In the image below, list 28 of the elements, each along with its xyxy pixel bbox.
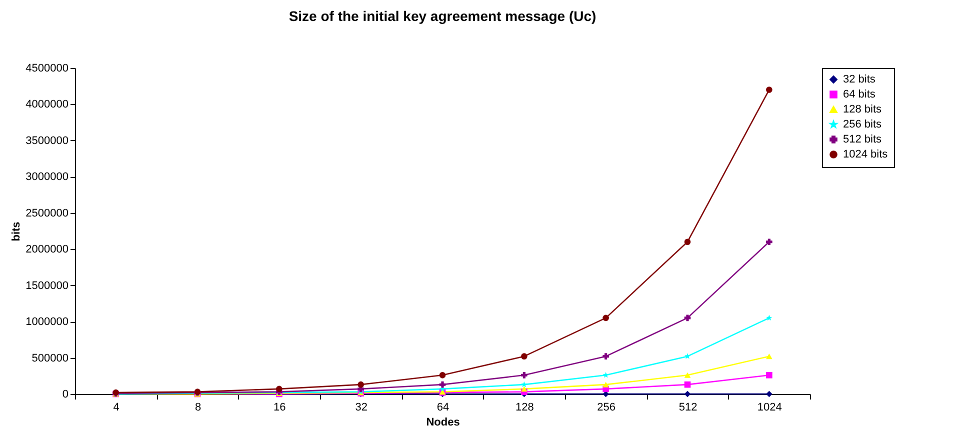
x-tick-label: 8 bbox=[194, 402, 202, 414]
legend-label: 256 bits bbox=[843, 118, 882, 130]
x-tick-label: 1024 bbox=[757, 402, 782, 414]
x-axis-title: Nodes bbox=[426, 416, 460, 428]
legend-label: 512 bits bbox=[843, 134, 882, 146]
y-tick-label: 3500000 bbox=[26, 134, 68, 147]
y-axis-title: bits bbox=[10, 222, 23, 242]
y-tick-label: 0 bbox=[62, 388, 68, 400]
x-tick-label: 512 bbox=[678, 402, 698, 414]
legend-label: 64 bits bbox=[843, 88, 876, 100]
legend-label: 32 bits bbox=[843, 74, 876, 86]
y-tick-label: 3000000 bbox=[26, 171, 68, 184]
y-tick-label: 4000000 bbox=[26, 98, 68, 111]
y-tick-label: 4500000 bbox=[26, 62, 68, 74]
y-tick-label: 2500000 bbox=[26, 207, 68, 220]
x-tick-label: 16 bbox=[274, 402, 286, 414]
x-tick-label: 256 bbox=[597, 402, 616, 414]
x-tick-label: 4 bbox=[113, 402, 120, 414]
y-tick-label: 500000 bbox=[32, 352, 68, 364]
legend-label: 1024 bits bbox=[843, 148, 888, 160]
x-tick-label: 32 bbox=[355, 402, 368, 414]
y-tick-label: 2000000 bbox=[26, 244, 68, 256]
chart-title: Size of the initial key agreement message (Uc) bbox=[288, 8, 596, 24]
legend-label: 128 bits bbox=[843, 104, 882, 116]
x-tick-label: 128 bbox=[515, 402, 534, 414]
y-tick-label: 1500000 bbox=[26, 280, 68, 292]
y-tick-label: 1000000 bbox=[26, 316, 68, 328]
x-tick-label: 64 bbox=[436, 402, 450, 414]
